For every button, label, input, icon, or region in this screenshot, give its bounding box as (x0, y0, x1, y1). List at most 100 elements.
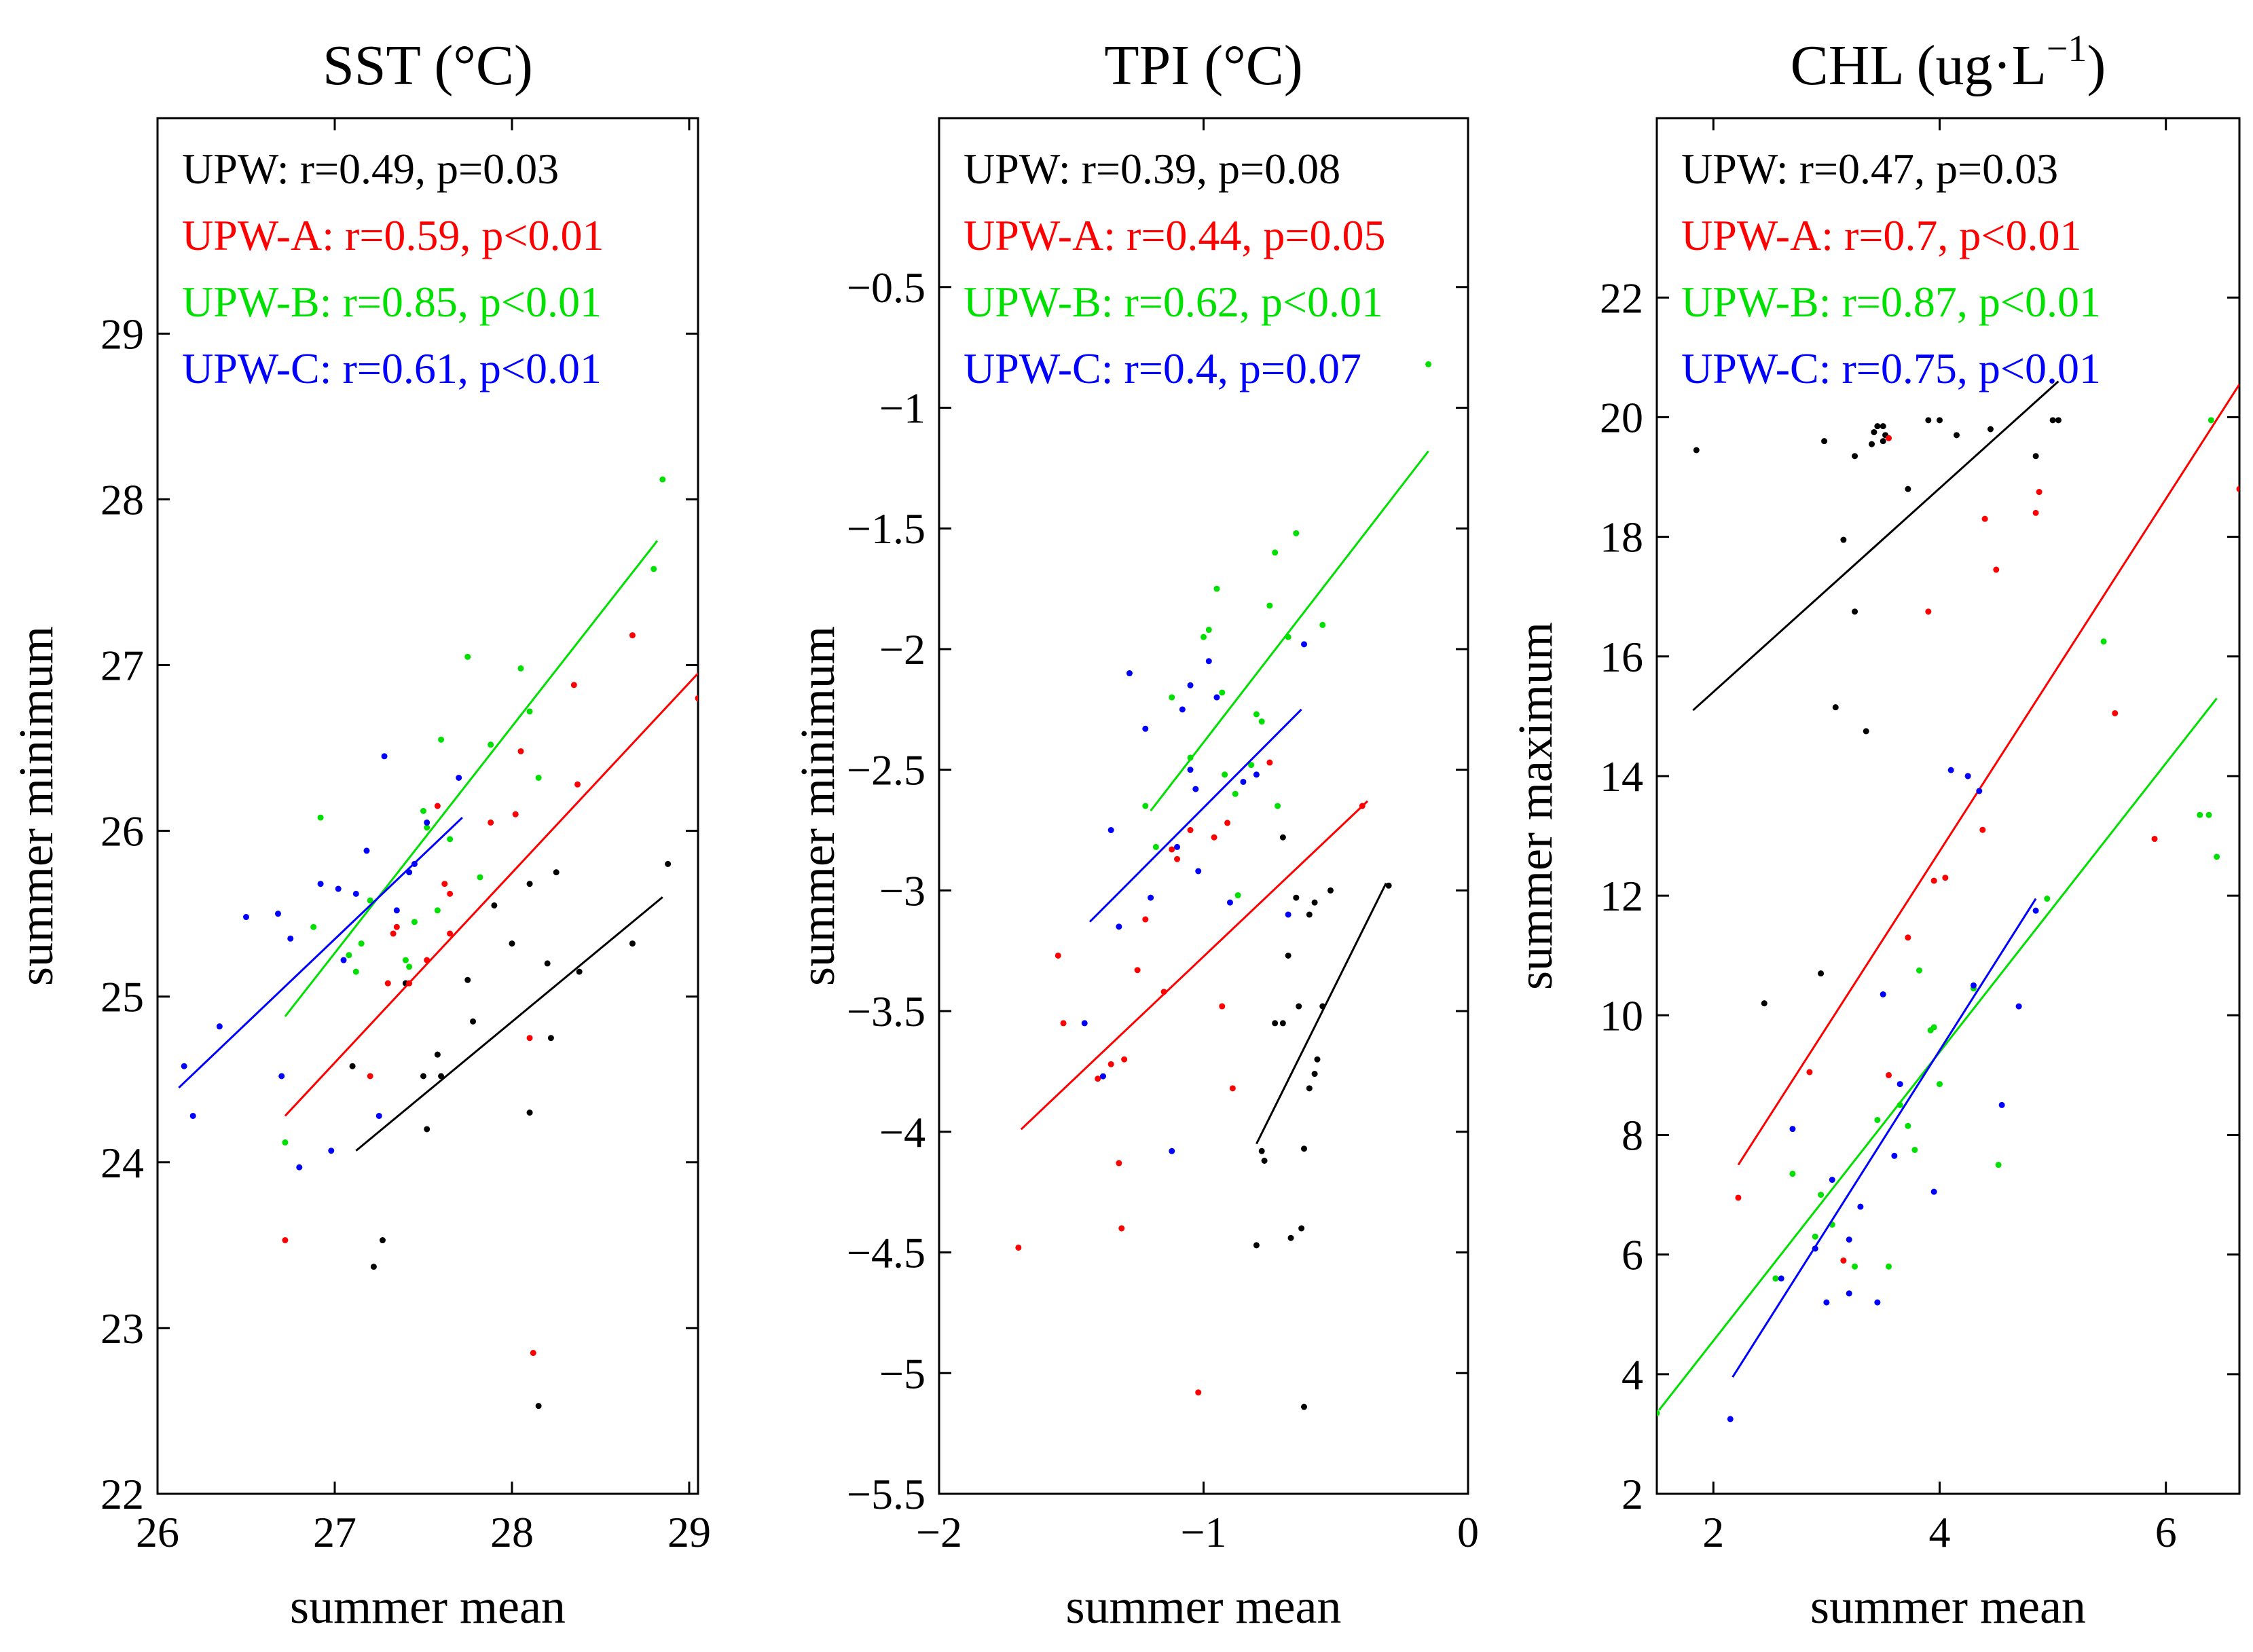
sst-point-upw-b (651, 566, 657, 572)
sst-point-upw-a (282, 1237, 289, 1244)
chl-point-upw-a (1979, 826, 1986, 833)
tpi-point-upw-a (1359, 803, 1366, 809)
tpi-point-upw-a (1142, 916, 1149, 923)
tpi-point-upw-b (1275, 803, 1281, 809)
tpi-point-upw-b (1205, 627, 1212, 634)
tpi-point-upw-a (1095, 1076, 1101, 1082)
chl-point-upw-b (1937, 1081, 1943, 1088)
tpi-point-upw-b (1222, 771, 1228, 778)
tpi-point-upw-c (1169, 1148, 1175, 1154)
chl-point-upw-c (1846, 1290, 1852, 1297)
chl-point-upw-c (1778, 1275, 1784, 1282)
tpi-point-upw-b (1169, 694, 1175, 701)
chl-ytick-label: 2 (1622, 1470, 1643, 1518)
tpi-point-upw-a (1169, 846, 1175, 853)
tpi-point-upw-b (1248, 762, 1255, 769)
tpi-point-upw-b (1293, 530, 1300, 536)
chl-ytick-label: 18 (1600, 513, 1643, 562)
sst-fit-line-upw-a (284, 672, 698, 1117)
sst-point-upw-b (424, 824, 431, 831)
sst-point-upw (470, 1018, 477, 1025)
sst-point-upw (629, 940, 636, 947)
chl-ytick-label: 4 (1622, 1351, 1643, 1399)
sst-point-upw-a (393, 923, 400, 930)
chl-point-upw-c (1998, 1101, 2005, 1108)
tpi-point-upw-b (1266, 602, 1273, 609)
sst-point-upw-b (464, 653, 471, 660)
tpi-fit-line-upw-a (1020, 800, 1369, 1131)
sst-xtick-label: 28 (490, 1508, 534, 1556)
chl-point-upw (1874, 423, 1881, 430)
sst-point-upw-c (411, 860, 418, 867)
tpi-point-upw-c (1107, 827, 1114, 834)
chl-fit-line-upw-c (1732, 898, 2037, 1378)
tpi-point-upw-a (1219, 1003, 1226, 1010)
tpi-point-upw-c (1285, 911, 1292, 918)
tpi-ytick-label: −4 (879, 1108, 926, 1156)
chl-point-upw-c (1930, 1188, 1937, 1195)
chl-point-upw-a (1886, 1071, 1892, 1078)
sst-point-upw-b (535, 775, 542, 782)
chl-point-upw (2049, 417, 2056, 424)
sst-point-upw (434, 1051, 441, 1058)
tpi-point-upw-c (1126, 670, 1133, 677)
chl-point-upw-b (1911, 1147, 1918, 1153)
tpi-fit-line-upw (1256, 883, 1387, 1145)
sst-point-upw-b (438, 736, 445, 743)
chl-point-upw-b (1852, 1263, 1858, 1270)
chl-fit-line-upw-a (1737, 384, 2239, 1166)
sst-point-upw (379, 1237, 386, 1244)
tpi-point-upw (1306, 1085, 1313, 1092)
chl-stat-annotation: UPW-C: r=0.75, p<0.01 (1681, 344, 2101, 392)
tpi-ytick-label: −2 (879, 625, 926, 674)
tpi-point-upw (1311, 899, 1318, 906)
chl-point-upw-a (1942, 875, 1949, 881)
tpi-xtick-label: −1 (1180, 1508, 1226, 1556)
tpi-point-upw-a (1187, 827, 1194, 834)
chl-point-upw (1852, 453, 1858, 460)
sst-point-upw-b (406, 963, 413, 970)
tpi-point-upw-c (1187, 767, 1194, 773)
sst-point-upw-c (274, 911, 281, 917)
chl-point-upw-c (1789, 1126, 1796, 1133)
sst-point-upw-a (390, 930, 397, 937)
chl-point-upw (1871, 428, 1878, 435)
chl-point-upw-b (1897, 1101, 1903, 1108)
chl-point-upw (1880, 438, 1886, 445)
tpi-point-upw-a (1195, 1389, 1202, 1396)
chl-xlabel: summer mean (1810, 1579, 2086, 1634)
sst-xtick-label: 27 (313, 1508, 356, 1556)
sst-point-upw-a (574, 781, 581, 788)
chl-ytick-label: 8 (1622, 1111, 1643, 1159)
tpi-point-upw (1261, 1157, 1268, 1164)
tpi-point-upw-c (1253, 771, 1260, 778)
sst-stat-annotation: UPW: r=0.49, p=0.03 (182, 145, 559, 193)
chl-point-upw-b (2214, 853, 2220, 860)
tpi-ytick-label: −5.5 (847, 1470, 926, 1518)
tpi-point-upw-a (1229, 1085, 1236, 1092)
tpi-point-upw-a (1118, 1225, 1125, 1232)
chl-point-upw-a (1925, 608, 1932, 615)
chl-point-upw-b (1657, 1410, 1660, 1416)
chl-point-upw (1821, 438, 1828, 445)
sst-point-upw-c (376, 1112, 382, 1119)
chl-point-upw-a (2151, 835, 2158, 842)
chl-point-upw-c (1874, 1299, 1881, 1306)
chl-point-upw-c (1891, 1152, 1898, 1159)
chl-point-upw-b (2197, 811, 2203, 818)
sst-point-upw (491, 902, 498, 908)
tpi-point-upw-b (1258, 718, 1265, 725)
chl-point-upw-a (1806, 1069, 1813, 1076)
chl-stat-annotation: UPW-A: r=0.7, p<0.01 (1681, 211, 2082, 259)
chl-point-upw-b (1886, 1263, 1892, 1270)
sst-stat-annotation: UPW-C: r=0.61, p<0.01 (182, 344, 602, 392)
tpi-point-upw-c (1213, 694, 1220, 701)
chl-ylabel: summer maximum (1508, 622, 1562, 990)
chl-point-upw (1905, 485, 1911, 492)
tpi-point-upw-a (1055, 952, 1061, 959)
chl-point-upw (1863, 728, 1869, 735)
chl-point-upw-a (1735, 1194, 1742, 1201)
chl-ytick-label: 12 (1600, 872, 1643, 920)
tpi-point-upw (1311, 1071, 1318, 1078)
chl-point-upw-c (1823, 1299, 1830, 1306)
